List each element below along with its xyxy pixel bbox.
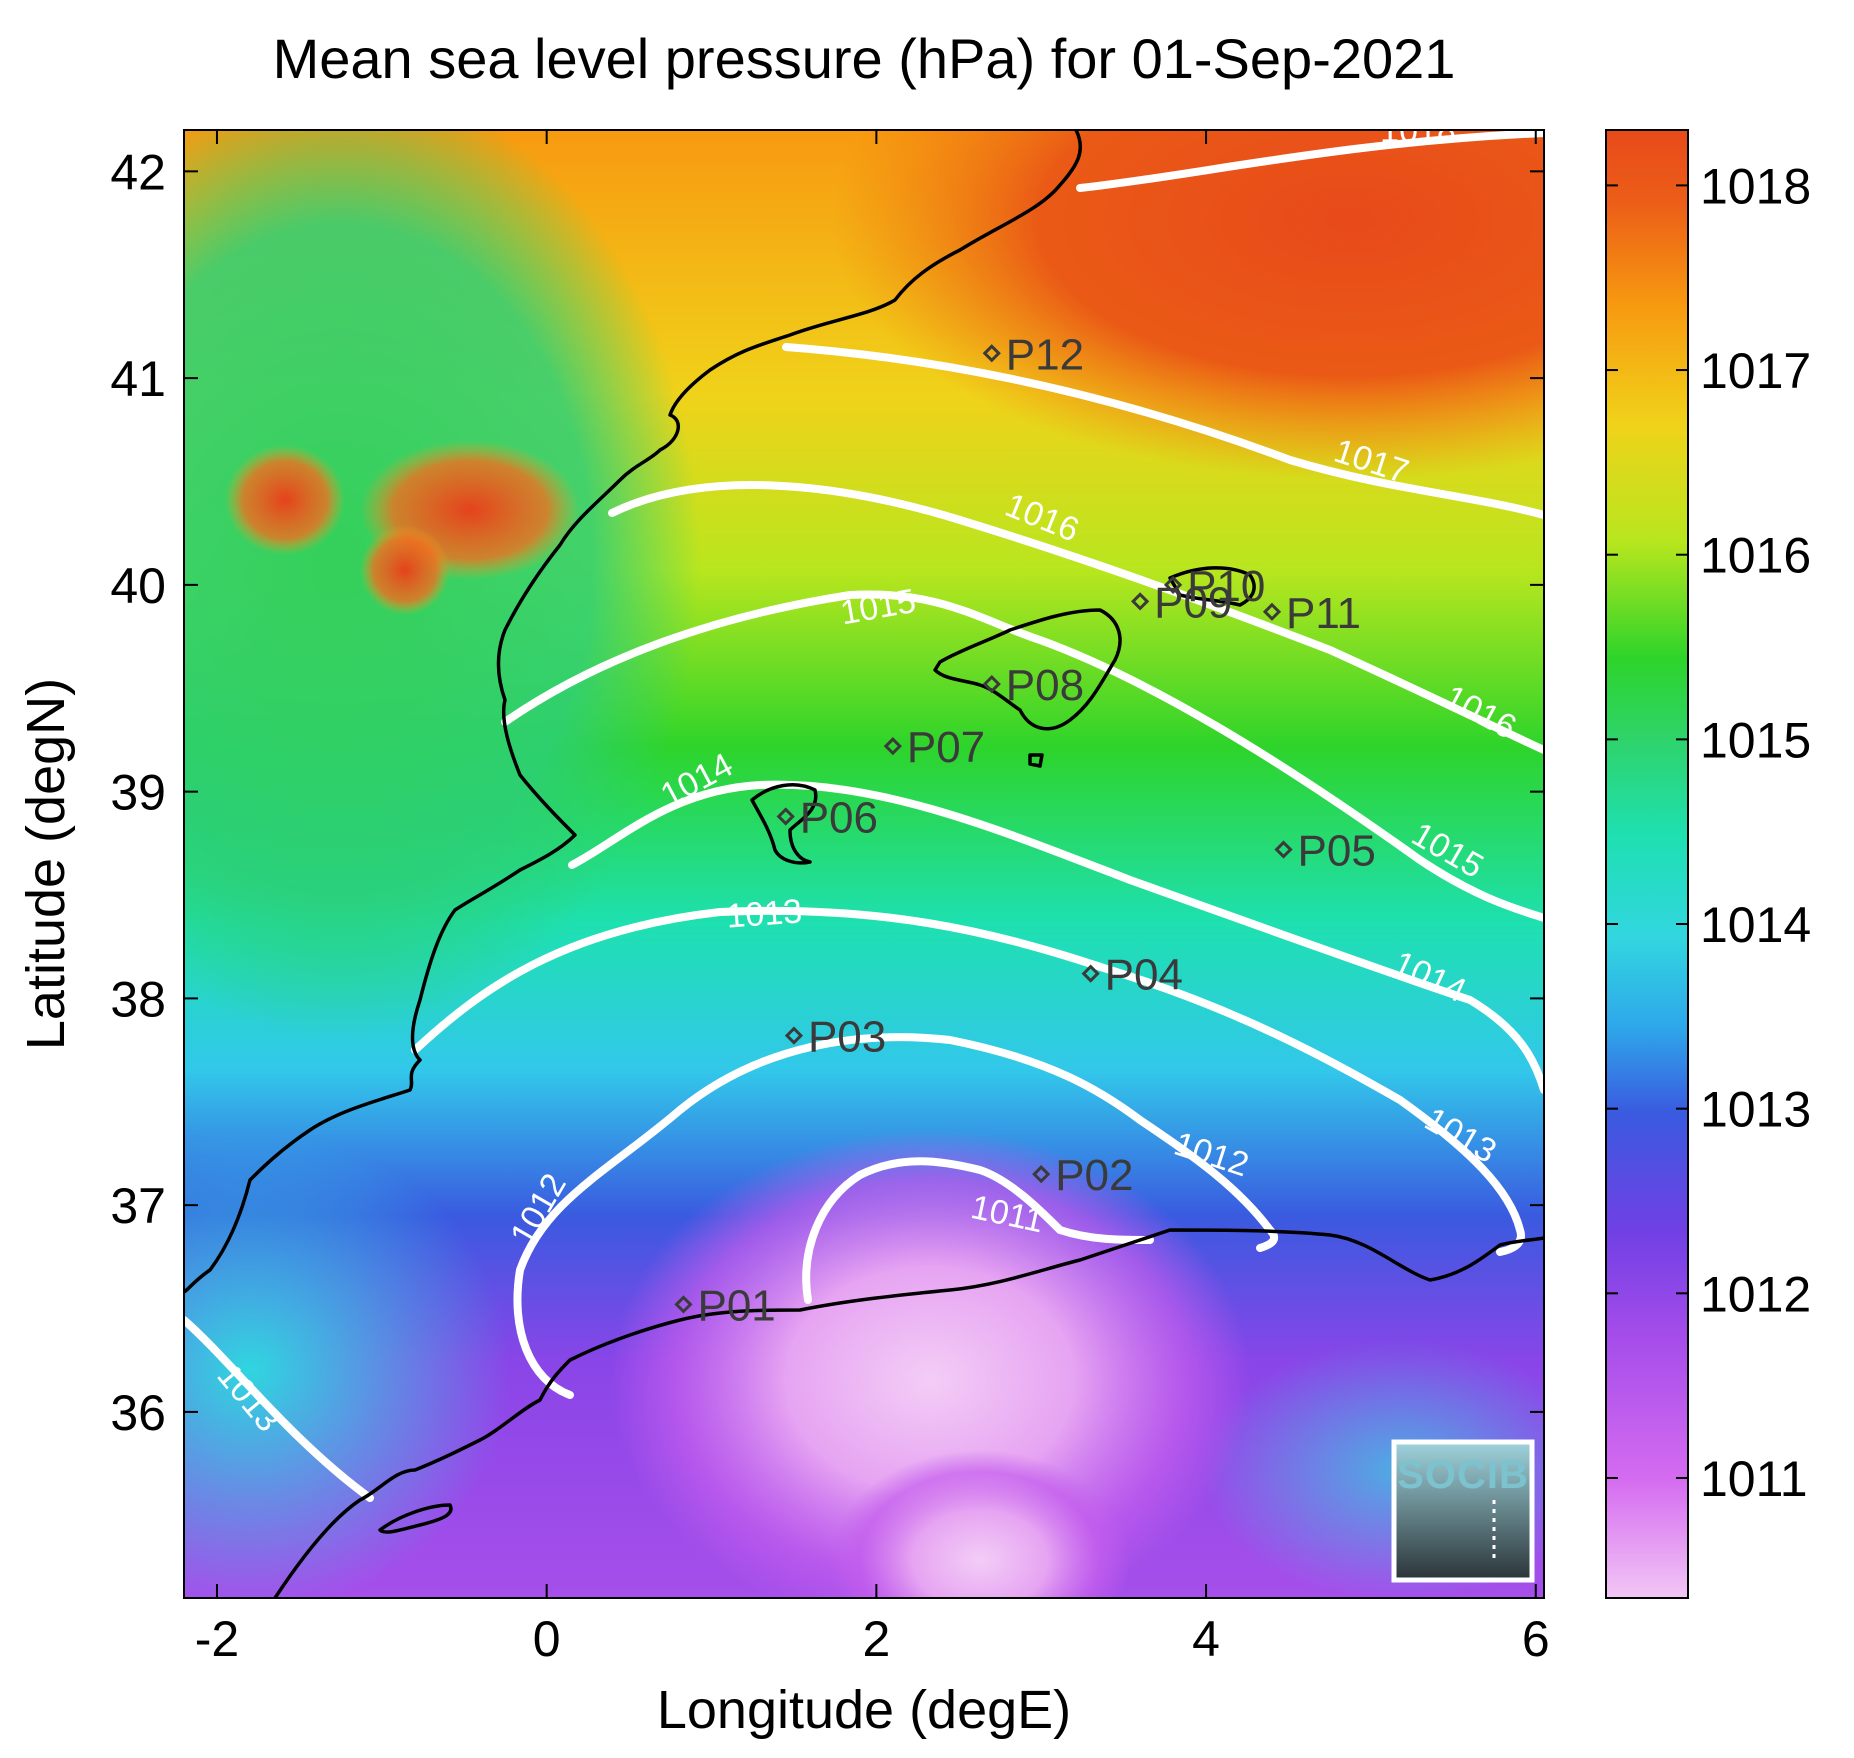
y-axis: 36 37 38 39 40 41 42 — [110, 144, 1544, 1441]
station-marker — [1163, 575, 1183, 594]
y-tick-label: 40 — [110, 558, 166, 614]
y-tick-label: 37 — [110, 1178, 166, 1234]
station-label: P10 — [1187, 562, 1265, 611]
station-label: P01 — [697, 1281, 775, 1330]
contour-label: 1013 — [725, 892, 803, 935]
isobar-1013-east — [411, 906, 1525, 1256]
station-marker — [1081, 964, 1100, 983]
station-p11: P11 — [1262, 589, 1361, 638]
y-axis-title: Latitude (degN) — [16, 678, 76, 1050]
colorbar-tick-label: 1014 — [1700, 897, 1811, 953]
ibiza-coast — [750, 783, 818, 865]
station-marker — [982, 344, 1001, 363]
y-tick-label: 39 — [110, 765, 166, 821]
station-marker — [883, 737, 902, 756]
isobar-1014 — [568, 780, 1544, 1094]
isobar-1011 — [802, 1157, 1154, 1304]
isobar-1013-west — [184, 1316, 374, 1502]
isobar-1018 — [1076, 130, 1544, 192]
station-label: P06 — [800, 793, 878, 842]
station-label: P04 — [1105, 951, 1183, 1000]
plot-frame — [183, 129, 1545, 1599]
logo-frame — [1391, 1439, 1535, 1583]
colorbar-tick-label: 1013 — [1700, 1082, 1811, 1138]
station-marker — [1032, 1165, 1051, 1184]
y-tick-label: 41 — [110, 351, 166, 407]
y-tick-label: 38 — [110, 971, 166, 1027]
isobar-1016 — [608, 481, 1544, 754]
socib-logo: SOCIB — [1391, 1439, 1535, 1583]
y-tick-label: 36 — [110, 1385, 166, 1441]
isobar-1012 — [513, 1033, 1279, 1399]
station-label: P07 — [907, 723, 985, 772]
station-marker — [784, 1026, 804, 1045]
station-p02: P02 — [1032, 1151, 1134, 1200]
station-marker — [982, 674, 1001, 694]
colorbar-tick-label: 1018 — [1700, 158, 1811, 214]
high-pressure-area — [830, 130, 1544, 480]
mountain-high-2 — [225, 445, 345, 555]
station-p05: P05 — [1274, 827, 1376, 876]
x-axis: -2 0 2 4 6 — [195, 130, 1550, 1667]
sw-field-area — [184, 1130, 510, 1598]
cabrera-island — [1028, 753, 1044, 768]
station-p07: P07 — [883, 723, 985, 772]
menorca-coast — [1168, 566, 1256, 607]
iberian-coastline — [184, 130, 1083, 1294]
station-marker — [1262, 602, 1282, 621]
station-label: P02 — [1055, 1151, 1133, 1200]
low-pressure-area — [610, 1130, 1250, 1598]
coastlines — [184, 130, 1544, 1598]
x-axis-title: Longitude (degE) — [657, 1680, 1071, 1740]
colorbar-tick-label: 1017 — [1700, 343, 1811, 399]
iberia-land-area — [184, 130, 700, 1040]
isobar-1017 — [782, 343, 1544, 519]
station-marker — [1274, 840, 1293, 859]
contour-label: 1018 — [1380, 112, 1456, 150]
station-p01: P01 — [674, 1281, 776, 1330]
colorbar-tick-label: 1015 — [1700, 712, 1811, 768]
low-pressure-area-south — [830, 1450, 1130, 1598]
pressure-field: 1018101710161016101510151014101410131013… — [184, 112, 1544, 1598]
station-p12: P12 — [982, 330, 1084, 379]
mountain-high-3 — [360, 525, 450, 615]
isobars — [184, 130, 1544, 1502]
colorbar — [1605, 129, 1689, 1599]
station-label: P12 — [1006, 330, 1084, 379]
chart-title: Mean sea level pressure (hPa) for 01-Sep… — [273, 27, 1456, 90]
y-tick-label: 42 — [110, 144, 166, 200]
station-p04: P04 — [1081, 951, 1183, 1000]
x-tick-label: 4 — [1192, 1611, 1220, 1667]
station-p03: P03 — [784, 1013, 886, 1062]
isobar-1015 — [501, 590, 1544, 922]
station-label: P11 — [1286, 589, 1361, 638]
station-p10: P10 — [1163, 562, 1265, 611]
x-tick-label: 0 — [533, 1611, 561, 1667]
african-coastline — [273, 1228, 1544, 1598]
station-p06: P06 — [776, 793, 878, 842]
mallorca-coast — [933, 608, 1122, 731]
station-marker — [674, 1295, 693, 1314]
colorbar-tick-label: 1016 — [1700, 528, 1811, 584]
x-tick-label: 2 — [862, 1611, 890, 1667]
station-marker — [1130, 592, 1150, 611]
logo-text: SOCIB — [1397, 1453, 1529, 1497]
x-tick-label: 6 — [1522, 1611, 1550, 1667]
colorbar-tick-label: 1011 — [1700, 1451, 1808, 1507]
colorbar-tick-label: 1012 — [1700, 1266, 1811, 1322]
colorbar-ticks: 1011 1012 1013 1014 1015 1016 1017 1018 — [1606, 158, 1811, 1507]
station-marker — [776, 807, 795, 826]
alboran-island — [378, 1503, 453, 1534]
station-label: P03 — [808, 1013, 886, 1062]
station-label: P08 — [1006, 661, 1084, 710]
station-p08: P08 — [982, 661, 1084, 710]
station-label: P05 — [1298, 827, 1376, 876]
x-tick-label: -2 — [195, 1611, 239, 1667]
